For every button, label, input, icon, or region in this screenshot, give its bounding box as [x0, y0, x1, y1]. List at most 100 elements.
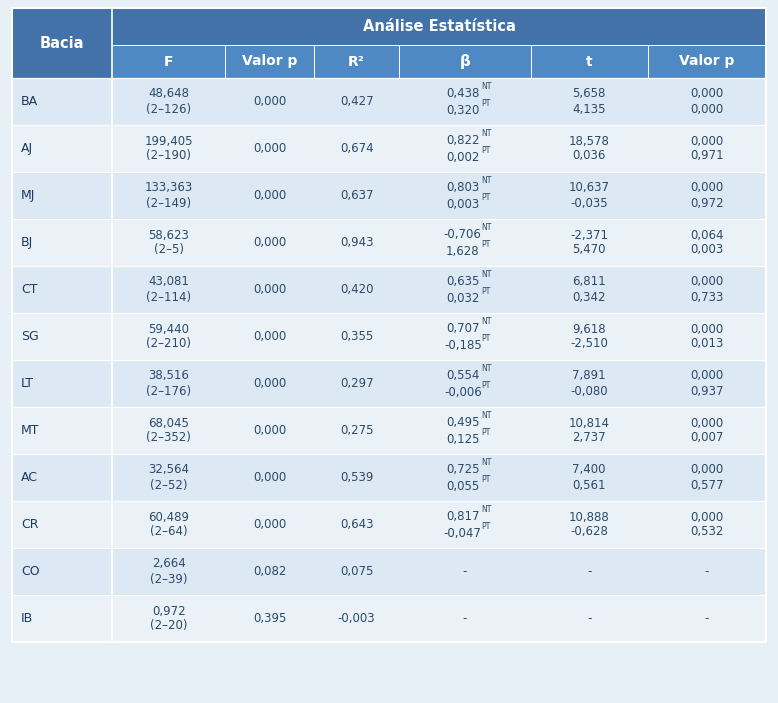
Bar [12, 454, 766, 501]
Text: SG: SG [21, 330, 39, 343]
Text: NT: NT [481, 129, 491, 138]
Text: 0,000: 0,000 [254, 283, 286, 296]
Text: MT: MT [21, 424, 40, 437]
Text: 0,000
0,000: 0,000 0,000 [690, 87, 724, 115]
Text: 38,516
(2–176): 38,516 (2–176) [146, 370, 191, 397]
Text: NT: NT [481, 317, 491, 326]
Bar [531, 45, 647, 78]
Bar [12, 313, 766, 360]
Text: AJ: AJ [21, 142, 33, 155]
Text: 0,000
0,532: 0,000 0,532 [690, 510, 724, 538]
Text: 0,032: 0,032 [446, 292, 479, 305]
Bar [12, 219, 766, 266]
Text: 199,405
(2–190): 199,405 (2–190) [145, 134, 193, 162]
Text: -2,371
5,470: -2,371 5,470 [570, 228, 608, 257]
Text: -: - [463, 565, 467, 578]
Text: NT: NT [481, 270, 491, 279]
Text: PT: PT [481, 146, 490, 155]
Bar [314, 45, 399, 78]
Text: 0,438: 0,438 [446, 87, 479, 100]
Text: 5,658
4,135: 5,658 4,135 [573, 87, 606, 115]
Text: 18,578
0,036: 18,578 0,036 [569, 134, 610, 162]
Text: 0,554: 0,554 [446, 369, 479, 382]
Text: 0,000: 0,000 [254, 330, 286, 343]
Text: F: F [164, 55, 173, 68]
Text: NT: NT [481, 82, 491, 91]
Text: -: - [463, 612, 467, 625]
Text: 0,075: 0,075 [340, 565, 373, 578]
Text: 0,822: 0,822 [446, 134, 479, 147]
Text: 0,817: 0,817 [446, 510, 479, 523]
Text: 0,055: 0,055 [446, 480, 479, 493]
Text: 7,891
-0,080: 7,891 -0,080 [570, 370, 608, 397]
Text: β: β [459, 54, 470, 69]
Text: BJ: BJ [21, 236, 33, 249]
Text: 0,297: 0,297 [340, 377, 373, 390]
Text: PT: PT [481, 99, 490, 108]
Text: 0,000: 0,000 [254, 471, 286, 484]
Text: 0,539: 0,539 [340, 471, 373, 484]
Text: 0,674: 0,674 [340, 142, 373, 155]
Text: Valor p: Valor p [679, 55, 734, 68]
Text: NT: NT [481, 223, 491, 232]
Text: 0,000: 0,000 [254, 424, 286, 437]
Text: 1,628: 1,628 [446, 245, 479, 258]
Text: 0,495: 0,495 [446, 416, 479, 429]
Bar [12, 595, 766, 642]
Text: -0,006: -0,006 [444, 386, 482, 399]
Text: 0,000
0,937: 0,000 0,937 [690, 370, 724, 397]
Text: 6,811
0,342: 6,811 0,342 [573, 276, 606, 304]
Text: PT: PT [481, 240, 490, 249]
Text: 0,125: 0,125 [446, 433, 479, 446]
Text: 0,637: 0,637 [340, 189, 373, 202]
Text: IB: IB [21, 612, 33, 625]
Text: 0,427: 0,427 [340, 95, 373, 108]
Text: PT: PT [481, 334, 490, 343]
Bar [12, 8, 112, 45]
Text: 0,000
0,972: 0,000 0,972 [690, 181, 724, 209]
Text: R²: R² [349, 55, 365, 68]
Bar [12, 407, 766, 454]
Bar [12, 266, 766, 313]
Text: MJ: MJ [21, 189, 35, 202]
Text: -: - [587, 565, 591, 578]
Text: NT: NT [481, 176, 491, 185]
Bar [12, 360, 766, 407]
Text: 60,489
(2–64): 60,489 (2–64) [149, 510, 189, 538]
Text: 10,637
-0,035: 10,637 -0,035 [569, 181, 610, 209]
Text: 0,000
0,971: 0,000 0,971 [690, 134, 724, 162]
Text: -: - [705, 612, 709, 625]
Text: -: - [587, 612, 591, 625]
Text: 0,000: 0,000 [254, 142, 286, 155]
Text: 0,643: 0,643 [340, 518, 373, 531]
Bar [12, 548, 766, 595]
Text: CR: CR [21, 518, 38, 531]
Text: -0,047: -0,047 [443, 527, 482, 540]
Text: 0,395: 0,395 [253, 612, 286, 625]
Text: 0,000: 0,000 [254, 95, 286, 108]
Text: 43,081
(2–114): 43,081 (2–114) [146, 276, 191, 304]
Text: Valor p: Valor p [242, 55, 297, 68]
Text: PT: PT [481, 475, 490, 484]
Text: 0,000: 0,000 [254, 236, 286, 249]
Bar [12, 172, 766, 219]
Text: 0,000: 0,000 [254, 518, 286, 531]
Bar [12, 8, 112, 78]
Text: NT: NT [481, 458, 491, 467]
Text: 0,803: 0,803 [446, 181, 479, 194]
Text: PT: PT [481, 193, 490, 202]
Text: 0,972
(2–20): 0,972 (2–20) [150, 605, 187, 633]
Text: 32,564
(2–52): 32,564 (2–52) [149, 463, 189, 491]
Text: Bacia: Bacia [40, 35, 84, 51]
Text: 0,000: 0,000 [254, 377, 286, 390]
Text: 68,045
(2–352): 68,045 (2–352) [146, 416, 191, 444]
Text: PT: PT [481, 428, 490, 437]
Text: 0,000: 0,000 [254, 189, 286, 202]
Text: 9,618
-2,510: 9,618 -2,510 [570, 323, 608, 351]
Text: 0,725: 0,725 [446, 463, 479, 476]
Text: 0,000
0,577: 0,000 0,577 [690, 463, 724, 491]
Text: -0,185: -0,185 [444, 339, 482, 352]
Text: 10,814
2,737: 10,814 2,737 [569, 416, 610, 444]
Text: 2,664
(2–39): 2,664 (2–39) [150, 557, 187, 586]
Text: 133,363
(2–149): 133,363 (2–149) [145, 181, 193, 209]
